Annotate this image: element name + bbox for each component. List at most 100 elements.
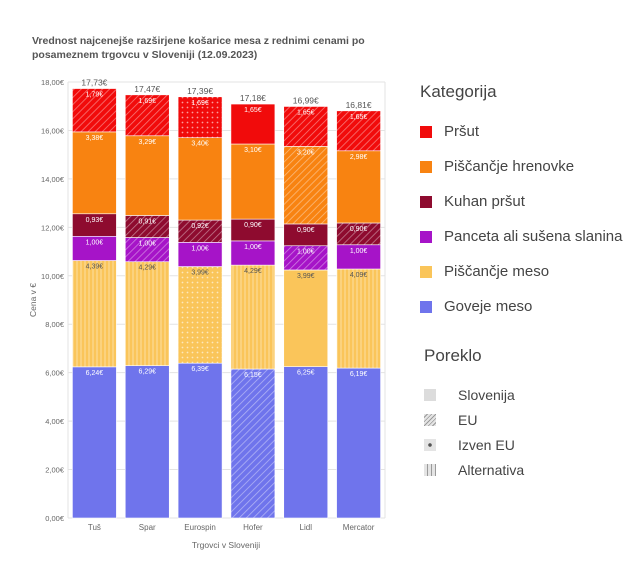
bar-value-label: 4,09€: [350, 272, 368, 279]
category-legend-item[interactable]: Kuhan pršut: [420, 184, 622, 219]
bar-value-label: 1,00€: [297, 249, 315, 256]
bar-segment-origin-pattern: [283, 245, 328, 270]
bar-segment[interactable]: [72, 235, 117, 261]
y-tick-label: 8,00€: [45, 320, 65, 329]
bar-value-label: 1,65€: [297, 109, 315, 116]
origin-legend-item[interactable]: Alternativa: [424, 457, 524, 482]
bar-value-label: 3,38€: [86, 135, 104, 142]
x-axis-title: Trgovci v Sloveniji: [192, 540, 260, 550]
category-legend-swatch: [420, 125, 432, 138]
bar-segment-origin-pattern: [125, 237, 170, 262]
bar-segment-origin-pattern: [178, 220, 223, 243]
category-legend: Kategorija Pršut Piščančje hrenovke Kuhan …: [420, 82, 622, 324]
bar-segment-origin-pattern: [230, 265, 275, 370]
y-tick-label: 18,00€: [41, 78, 65, 87]
bar-value-label: 6,29€: [138, 369, 156, 376]
bar-total-label: 16,99€: [293, 95, 319, 105]
origin-legend-swatch: [424, 413, 436, 426]
bar-segment[interactable]: [336, 244, 381, 270]
bar-value-label: 4,29€: [244, 268, 262, 275]
origin-legend-item[interactable]: Izven EU: [424, 432, 524, 457]
bar-segment-origin-pattern: [125, 94, 170, 136]
bar-total-label: 17,47€: [134, 84, 160, 94]
bar-value-label: 1,00€: [86, 239, 104, 246]
bar-value-label: 0,93€: [86, 217, 104, 224]
bar-segment[interactable]: [177, 137, 223, 221]
bar-segment[interactable]: [124, 135, 170, 216]
origin-legend-swatch: [424, 388, 436, 401]
bar-value-label: 6,19€: [350, 371, 368, 378]
bar-value-label: 0,90€: [297, 227, 315, 234]
bar-segment-origin-pattern: [336, 222, 381, 245]
bar-segment-origin-pattern: [336, 110, 381, 151]
bar-value-label: 4,29€: [138, 265, 156, 272]
origin-legend-item[interactable]: EU: [424, 407, 524, 432]
category-legend-label: Panceta ali sušena slanina: [444, 228, 623, 245]
category-legend-label: Goveje meso: [444, 298, 533, 315]
category-legend-label: Piščančje meso: [444, 263, 550, 280]
x-tick-label: Tuš: [88, 523, 101, 532]
category-legend-swatch: [420, 300, 432, 313]
category-legend-swatch: [420, 265, 432, 278]
bar-value-label: 3,40€: [191, 141, 209, 148]
category-legend-label: Pršut: [444, 123, 480, 140]
bar-total-label: 17,39€: [187, 86, 213, 96]
bar-segment-origin-pattern: [178, 96, 223, 138]
category-legend-item[interactable]: Piščančje hrenovke: [420, 149, 622, 184]
category-legend-swatch: [420, 230, 432, 243]
bar-segment-origin-pattern: [125, 215, 170, 238]
bar-segment[interactable]: [336, 367, 381, 519]
bar-segment[interactable]: [72, 366, 117, 519]
y-tick-label: 0,00€: [45, 514, 65, 523]
origin-legend-title: Poreklo: [424, 346, 482, 365]
category-legend-label: Piščančje hrenovke: [444, 158, 575, 175]
bar-value-label: 3,29€: [138, 139, 156, 146]
bar-value-label: 1,00€: [191, 245, 209, 252]
bar-value-label: 0,90€: [350, 226, 368, 233]
bar-value-label: 0,90€: [244, 222, 262, 229]
bar-segment[interactable]: [230, 143, 276, 220]
category-legend-item[interactable]: Goveje meso: [420, 289, 622, 324]
bar-segment[interactable]: [230, 103, 276, 145]
bar-value-label: 6,15€: [244, 372, 262, 379]
bar-value-label: 6,25€: [297, 370, 315, 377]
category-legend-item[interactable]: Piščančje meso: [420, 254, 622, 289]
bar-total-label: 16,81€: [346, 100, 372, 110]
category-legend-swatch: [420, 160, 432, 173]
x-tick-label: Hofer: [243, 523, 263, 532]
bar-segment[interactable]: [177, 242, 223, 267]
bar-segment[interactable]: [336, 150, 381, 224]
bar-value-label: 3,10€: [244, 147, 262, 154]
y-tick-label: 4,00€: [45, 417, 65, 426]
bar-segment[interactable]: [230, 240, 276, 266]
bar-value-label: 3,20€: [297, 149, 315, 156]
bar-segment[interactable]: [283, 269, 329, 367]
category-legend-item[interactable]: Panceta ali sušena slanina: [420, 219, 622, 254]
chart-title-line-1: Vrednost najcenejše razširjene košarice …: [32, 35, 365, 47]
bar-segment-origin-pattern: [178, 266, 223, 364]
bar-segment-origin-pattern: [72, 260, 117, 367]
bar-total-label: 17,18€: [240, 93, 266, 103]
y-tick-label: 6,00€: [45, 369, 65, 378]
bar-segment[interactable]: [283, 366, 329, 519]
origin-legend-label: EU: [458, 411, 478, 428]
bar-segment[interactable]: [72, 131, 117, 215]
bar-value-label: 0,91€: [138, 218, 156, 225]
origin-legend-item[interactable]: Slovenija: [424, 382, 524, 407]
origin-legend-swatch: [424, 438, 436, 451]
bar-value-label: 1,00€: [350, 248, 368, 255]
bar-segment[interactable]: [177, 362, 223, 519]
bar-value-label: 1,79€: [86, 92, 104, 99]
category-legend-item[interactable]: Pršut: [420, 114, 622, 149]
y-tick-label: 12,00€: [41, 223, 65, 232]
x-tick-label: Lidl: [300, 523, 313, 532]
bar-segment[interactable]: [124, 365, 170, 519]
y-tick-label: 16,00€: [41, 126, 65, 135]
bar-value-label: 1,69€: [138, 98, 156, 105]
bar-value-label: 6,24€: [86, 370, 104, 377]
chart-title-line-2: posameznem trgovcu v Sloveniji (12.09.20…: [32, 49, 258, 61]
bar-value-label: 1,00€: [138, 241, 156, 248]
bar-value-label: 1,00€: [244, 244, 262, 251]
category-legend-swatch: [420, 195, 432, 208]
